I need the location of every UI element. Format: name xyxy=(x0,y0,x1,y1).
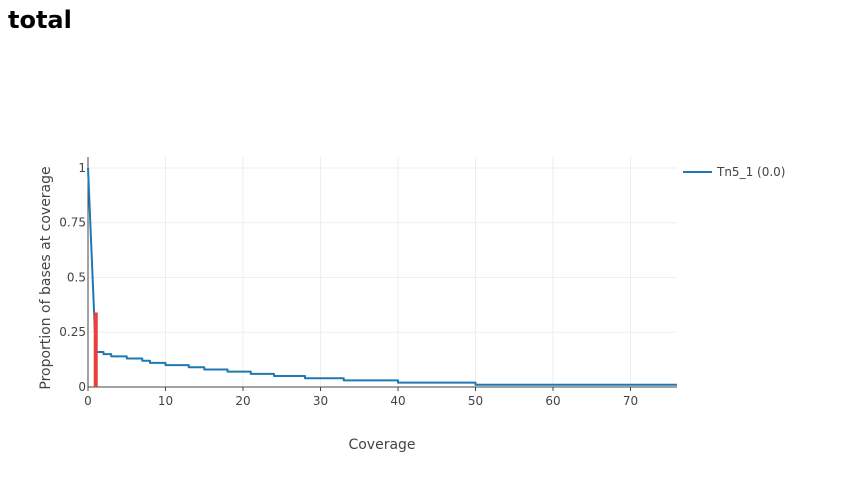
y-tick-label: 0.5 xyxy=(67,270,86,284)
series-line[interactable] xyxy=(87,167,677,386)
legend[interactable]: Tn5_1 (0.0) xyxy=(683,165,785,179)
x-tick-label: 40 xyxy=(390,394,405,408)
x-tick-label: 30 xyxy=(313,394,328,408)
x-tick-labels: 0 10 20 30 40 50 60 70 xyxy=(84,387,638,408)
grid-lines xyxy=(88,157,677,387)
y-axis-title: Proportion of bases at coverage xyxy=(38,166,54,389)
x-tick-label: 50 xyxy=(468,394,483,408)
legend-label: Tn5_1 (0.0) xyxy=(716,165,785,179)
y-tick-label: 0.25 xyxy=(59,325,86,339)
x-tick-label: 0 xyxy=(84,394,92,408)
x-tick-label: 60 xyxy=(545,394,560,408)
y-tick-label: 0 xyxy=(78,380,86,394)
axes xyxy=(87,157,677,388)
x-tick-label: 70 xyxy=(623,394,638,408)
x-tick-label: 10 xyxy=(158,394,173,408)
x-tick-label: 20 xyxy=(235,394,250,408)
page-title: total xyxy=(8,6,72,34)
x-axis-title: Coverage xyxy=(348,437,415,453)
y-tick-labels: 0 0.25 0.5 0.75 1 xyxy=(59,161,86,394)
y-tick-label: 0.75 xyxy=(59,216,86,230)
series-lines xyxy=(87,167,677,386)
y-tick-label: 1 xyxy=(78,161,86,175)
